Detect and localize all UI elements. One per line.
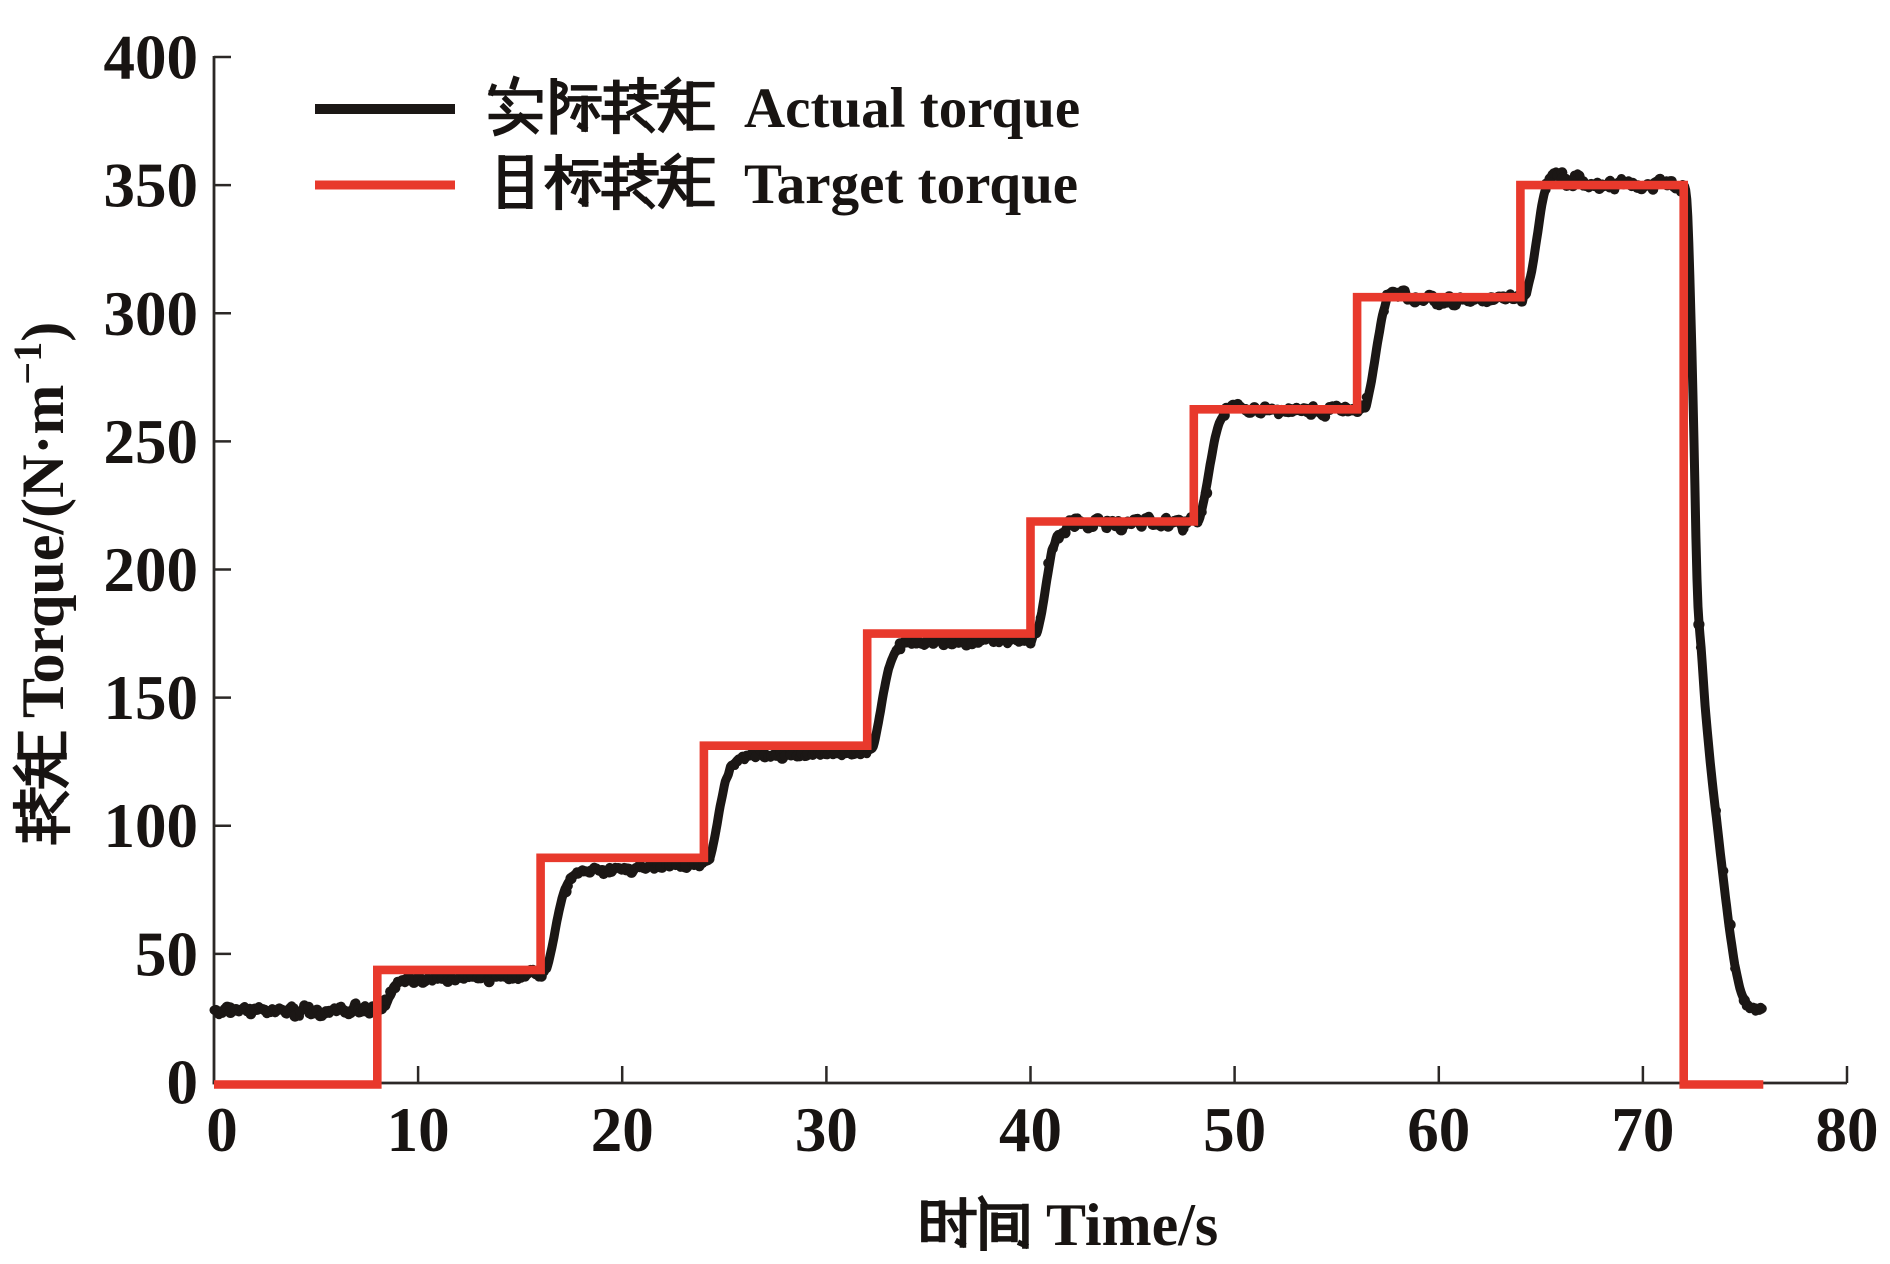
svg-text:Actual torque: Actual torque xyxy=(744,77,1080,140)
svg-text:400: 400 xyxy=(104,23,199,93)
svg-text:0: 0 xyxy=(206,1095,238,1165)
svg-text:20: 20 xyxy=(591,1095,654,1165)
svg-text:200: 200 xyxy=(104,535,199,605)
svg-text:300: 300 xyxy=(104,279,199,349)
svg-text:Target torque: Target torque xyxy=(744,153,1078,216)
svg-text:150: 150 xyxy=(104,663,199,733)
svg-text:50: 50 xyxy=(1203,1095,1266,1165)
svg-text:Time/s: Time/s xyxy=(1046,1192,1218,1258)
svg-text:60: 60 xyxy=(1407,1095,1470,1165)
svg-text:0: 0 xyxy=(167,1048,199,1118)
svg-text:10: 10 xyxy=(387,1095,450,1165)
svg-text:350: 350 xyxy=(104,151,199,221)
svg-text:100: 100 xyxy=(104,791,199,861)
svg-text:40: 40 xyxy=(999,1095,1062,1165)
svg-text:70: 70 xyxy=(1611,1095,1674,1165)
svg-text:250: 250 xyxy=(104,407,199,477)
svg-text:30: 30 xyxy=(795,1095,858,1165)
svg-text:80: 80 xyxy=(1816,1095,1879,1165)
svg-text:Torque/(N·m−1): Torque/(N·m−1) xyxy=(5,322,76,718)
svg-text:50: 50 xyxy=(135,919,198,989)
